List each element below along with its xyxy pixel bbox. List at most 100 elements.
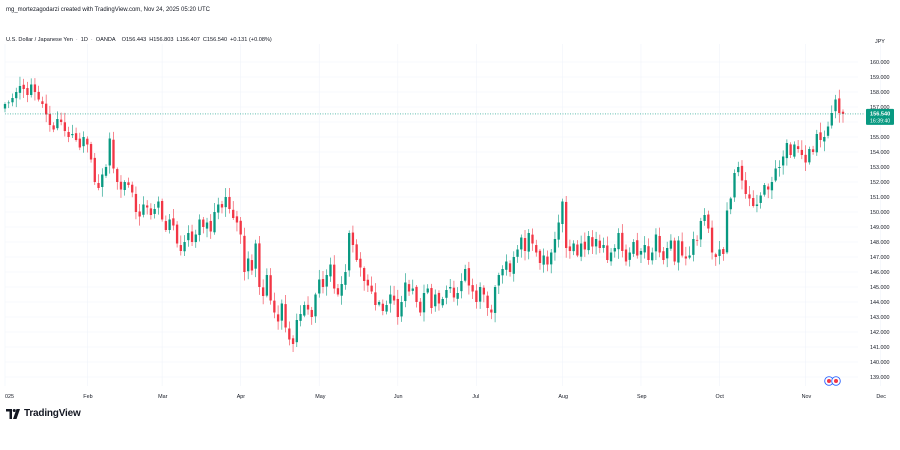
candle-up bbox=[778, 160, 781, 177]
candle-down bbox=[321, 270, 325, 294]
candle-up bbox=[550, 249, 553, 274]
time-tick-label: Dec bbox=[876, 394, 886, 400]
candle-down bbox=[351, 225, 355, 253]
candle-up bbox=[781, 150, 785, 175]
time-tick-label: Apr bbox=[237, 394, 246, 400]
candle-up bbox=[142, 196, 145, 218]
candle-down bbox=[258, 235, 261, 295]
candle-up bbox=[733, 169, 736, 202]
candle-down bbox=[452, 280, 456, 302]
candle-up bbox=[669, 234, 673, 251]
candle-up bbox=[632, 239, 635, 257]
candle-down bbox=[407, 279, 411, 296]
candle-up bbox=[3, 102, 7, 113]
candle-up bbox=[400, 295, 403, 322]
price-tick-label: 141.000 bbox=[870, 345, 890, 351]
candle-up bbox=[153, 203, 156, 219]
time-tick-label: May bbox=[315, 394, 325, 400]
candles-layer bbox=[3, 76, 845, 353]
price-tick-label: 159.000 bbox=[870, 75, 890, 81]
candle-down bbox=[392, 285, 396, 305]
candle-up bbox=[460, 273, 463, 299]
brand-name: TradingView bbox=[24, 408, 81, 419]
candle-up bbox=[826, 121, 830, 139]
candle-up bbox=[527, 229, 530, 260]
candle-up bbox=[815, 129, 818, 156]
price-tick-label: 151.000 bbox=[870, 195, 890, 201]
candle-down bbox=[568, 239, 572, 259]
candle-up bbox=[572, 240, 575, 256]
interval-label[interactable]: 1D bbox=[80, 37, 88, 43]
candle-down bbox=[149, 203, 153, 220]
time-tick-label: Oct bbox=[716, 394, 725, 400]
last-price-label: 156.540 bbox=[870, 111, 890, 117]
open-value: O156.443 bbox=[121, 37, 147, 43]
candle-up bbox=[834, 94, 837, 119]
tradingview-brand[interactable]: TradingView bbox=[6, 408, 81, 419]
candle-up bbox=[587, 231, 590, 255]
candle-up bbox=[617, 228, 620, 259]
candle-down bbox=[269, 268, 272, 305]
candle-up bbox=[303, 301, 306, 318]
candle-down bbox=[116, 167, 119, 190]
candle-down bbox=[486, 291, 489, 316]
candle-up bbox=[348, 230, 351, 277]
candle-down bbox=[48, 105, 52, 132]
candle-down bbox=[624, 244, 628, 266]
time-tick-label: Mar bbox=[158, 394, 167, 400]
candle-up bbox=[497, 272, 500, 295]
candle-up bbox=[299, 305, 302, 327]
price-axis[interactable]: 139.000 140.000 141.000 142.000 143.000 144.0… bbox=[870, 39, 890, 381]
candle-down bbox=[310, 306, 313, 325]
symbol-name[interactable]: U.S. Dollar / Japanese Yen bbox=[6, 37, 73, 43]
candle-down bbox=[112, 131, 115, 174]
candle-down bbox=[172, 209, 175, 231]
candle-down bbox=[437, 290, 441, 311]
candle-down bbox=[673, 237, 676, 266]
candle-up bbox=[613, 244, 616, 258]
price-tick-label: 154.000 bbox=[870, 150, 890, 156]
candle-up bbox=[280, 299, 283, 330]
candle-down bbox=[97, 174, 100, 191]
candle-down bbox=[565, 195, 568, 258]
candle-down bbox=[744, 172, 747, 199]
time-axis[interactable]: 025 Feb Mar Apr May Jun Jul Aug Sep Oct Nov Dec bbox=[5, 394, 886, 400]
candle-up bbox=[11, 93, 14, 107]
candle-up bbox=[628, 247, 631, 267]
candle-down bbox=[228, 188, 231, 214]
candle-up bbox=[808, 146, 811, 165]
candle-up bbox=[254, 239, 257, 278]
candle-up bbox=[830, 105, 833, 129]
candle-up bbox=[770, 176, 774, 200]
candle-down bbox=[636, 232, 639, 259]
candle-up bbox=[82, 131, 85, 153]
time-tick-label: 025 bbox=[5, 394, 14, 400]
candle-up bbox=[441, 296, 444, 308]
close-value: C156.540 bbox=[202, 37, 228, 43]
price-tick-label: 148.000 bbox=[870, 240, 890, 246]
price-tick-label: 155.000 bbox=[870, 135, 890, 141]
price-tick-label: 153.000 bbox=[870, 165, 890, 171]
candle-down bbox=[146, 200, 149, 215]
candle-up bbox=[774, 160, 777, 183]
candle-down bbox=[160, 198, 164, 222]
candle-up bbox=[344, 264, 347, 290]
candle-up bbox=[823, 130, 826, 152]
candle-down bbox=[37, 85, 40, 102]
candle-down bbox=[359, 252, 362, 277]
candle-up bbox=[478, 282, 482, 309]
time-tick-label: Jun bbox=[394, 394, 403, 400]
candle-down bbox=[800, 140, 804, 160]
candle-down bbox=[841, 109, 845, 123]
candle-up bbox=[325, 269, 328, 296]
candle-down bbox=[684, 246, 688, 266]
candle-down bbox=[59, 112, 63, 126]
candle-up bbox=[759, 192, 762, 209]
candle-up bbox=[389, 285, 392, 313]
candle-up bbox=[265, 268, 269, 298]
candle-up bbox=[422, 284, 426, 322]
candle-down bbox=[598, 234, 601, 254]
candle-down bbox=[748, 186, 751, 207]
